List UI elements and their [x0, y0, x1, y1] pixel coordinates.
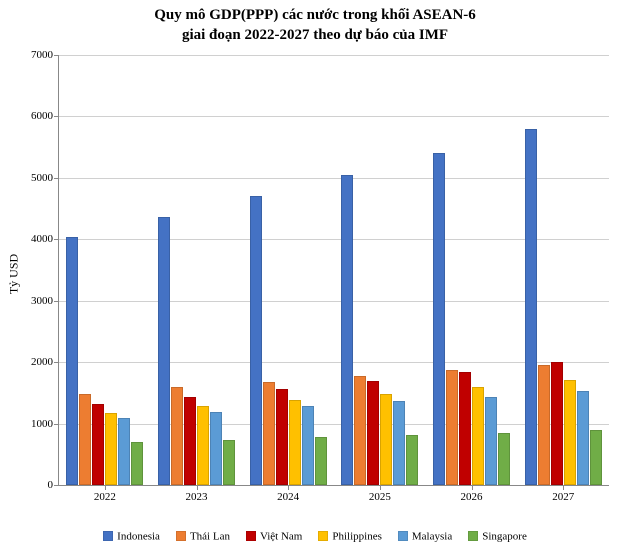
ytick-label: 1000 [31, 418, 53, 430]
ytick-label: 2000 [31, 356, 53, 368]
bar [263, 382, 275, 485]
xtick-mark [563, 485, 564, 490]
gdp-ppp-chart: Quy mô GDP(PPP) các nước trong khối ASEA… [0, 0, 630, 548]
bar [210, 412, 222, 485]
bar [92, 404, 104, 485]
bar [250, 196, 262, 485]
bars [341, 55, 418, 485]
legend-label: Philippines [332, 530, 382, 542]
bar [158, 217, 170, 485]
legend-label: Indonesia [117, 530, 160, 542]
bar-group: 2024 [242, 55, 334, 485]
xtick-mark [105, 485, 106, 490]
legend-swatch [318, 531, 328, 541]
bar-group: 2023 [151, 55, 243, 485]
bar [538, 365, 550, 485]
bar [551, 362, 563, 485]
ytick-label: 4000 [31, 233, 53, 245]
bar [590, 430, 602, 485]
xtick-label: 2022 [59, 491, 151, 503]
bar [66, 237, 78, 485]
bar [118, 418, 130, 485]
legend: Indonesia Thái Lan Việt Nam Philippines Mala… [0, 530, 630, 542]
xtick-label: 2024 [242, 491, 334, 503]
legend-item: Malaysia [398, 530, 452, 542]
bar [315, 437, 327, 485]
bar [367, 381, 379, 485]
bar [341, 175, 353, 485]
legend-item: Indonesia [103, 530, 160, 542]
bars [433, 55, 510, 485]
bar [498, 433, 510, 485]
plot-area: 01000200030004000500060007000 2022202320… [58, 55, 609, 486]
bar [525, 129, 537, 485]
bar [131, 442, 143, 485]
xtick-mark [472, 485, 473, 490]
bar [446, 370, 458, 485]
bar [393, 401, 405, 485]
legend-item: Việt Nam [246, 530, 302, 542]
xtick-mark [197, 485, 198, 490]
legend-label: Việt Nam [260, 530, 302, 542]
chart-title: Quy mô GDP(PPP) các nước trong khối ASEA… [0, 0, 630, 45]
bars [66, 55, 143, 485]
bar [302, 406, 314, 485]
bar-group: 2026 [426, 55, 518, 485]
xtick-label: 2025 [334, 491, 426, 503]
legend-label: Thái Lan [190, 530, 230, 542]
ytick-label: 0 [48, 479, 54, 491]
bar-groups: 202220232024202520262027 [59, 55, 609, 485]
bar-group: 2025 [334, 55, 426, 485]
bar [472, 387, 484, 485]
bar [171, 387, 183, 485]
legend-item: Thái Lan [176, 530, 230, 542]
legend-item: Singapore [468, 530, 527, 542]
bar [485, 397, 497, 485]
ytick-mark [54, 485, 59, 486]
legend-swatch [468, 531, 478, 541]
bar [184, 397, 196, 485]
legend-swatch [398, 531, 408, 541]
bars [158, 55, 235, 485]
bar [289, 400, 301, 485]
bar [105, 413, 117, 485]
chart-title-line1: Quy mô GDP(PPP) các nước trong khối ASEA… [154, 7, 476, 23]
y-axis-label: Tỷ USD [7, 254, 22, 294]
bar [197, 406, 209, 485]
legend-label: Malaysia [412, 530, 452, 542]
legend-label: Singapore [482, 530, 527, 542]
ytick-label: 6000 [31, 110, 53, 122]
ytick-label: 7000 [31, 49, 53, 61]
ytick-label: 3000 [31, 295, 53, 307]
xtick-label: 2026 [426, 491, 518, 503]
legend-item: Philippines [318, 530, 382, 542]
bar [79, 394, 91, 485]
bar [380, 394, 392, 485]
bar [354, 376, 366, 485]
xtick-mark [288, 485, 289, 490]
bar [276, 389, 288, 485]
bar [577, 391, 589, 485]
bar [223, 440, 235, 485]
bar-group: 2022 [59, 55, 151, 485]
bars [525, 55, 602, 485]
legend-swatch [103, 531, 113, 541]
bar [564, 380, 576, 485]
chart-title-line2: giai đoạn 2022-2027 theo dự báo của IMF [182, 27, 448, 43]
bar [459, 372, 471, 485]
bars [250, 55, 327, 485]
bar [433, 153, 445, 485]
ytick-label: 5000 [31, 172, 53, 184]
xtick-mark [380, 485, 381, 490]
bar-group: 2027 [517, 55, 609, 485]
xtick-label: 2027 [517, 491, 609, 503]
xtick-label: 2023 [151, 491, 243, 503]
legend-swatch [176, 531, 186, 541]
bar [406, 435, 418, 485]
legend-swatch [246, 531, 256, 541]
